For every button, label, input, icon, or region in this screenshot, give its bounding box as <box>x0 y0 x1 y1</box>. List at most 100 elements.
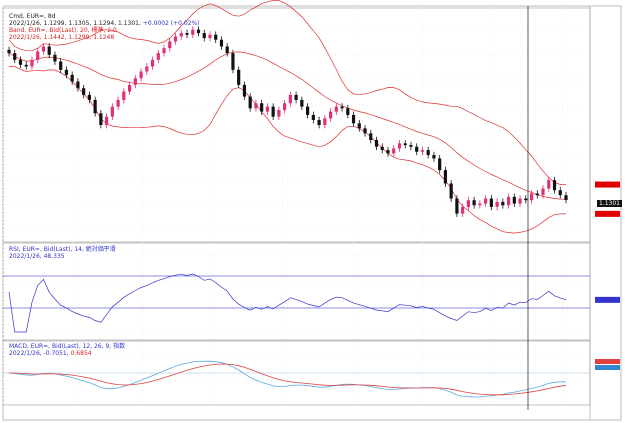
candle-body <box>231 53 235 70</box>
candle-body <box>64 69 69 75</box>
candle-body <box>495 201 499 207</box>
candle-body <box>524 198 528 201</box>
candle-body <box>116 99 120 107</box>
bollinger-upper-tag <box>595 181 620 188</box>
candle-body <box>305 106 310 115</box>
candle-body <box>328 111 333 119</box>
candle-body <box>529 193 534 201</box>
candle-body <box>334 106 338 112</box>
candle-body <box>47 46 51 55</box>
candle-body <box>351 114 356 124</box>
candle-body <box>426 150 430 156</box>
candle-body <box>512 196 516 204</box>
price-tag: 1.1301 <box>597 200 622 207</box>
candle-body <box>506 196 511 206</box>
candle-body <box>214 34 218 40</box>
candle-body <box>202 33 206 39</box>
macd-signal-line <box>8 363 567 396</box>
change-value: +0.0002 (+0.02%) <box>142 20 200 27</box>
rsi-value-tag <box>595 296 620 303</box>
candle-body <box>173 36 178 42</box>
candle-body <box>409 145 413 147</box>
bollinger-values: 2022/1/26, 1.1442, 1.1299, 1.1248 <box>9 34 115 41</box>
candle-body <box>13 53 17 60</box>
candle-body <box>552 180 557 191</box>
candle-body <box>24 64 28 67</box>
candle-body <box>478 203 482 206</box>
candle-body <box>277 109 281 117</box>
candle-body <box>156 53 160 60</box>
header-ohlc: 2022/1/26, 1.1299, 1.1305, 1.1294, 1.130… <box>9 20 200 27</box>
candle-body <box>127 84 132 92</box>
candle-body <box>484 198 488 204</box>
macd-signal-tag <box>595 359 620 364</box>
candle-body <box>196 29 201 34</box>
candle-body <box>271 106 275 117</box>
macd-line <box>8 360 566 398</box>
macd-values: 2022/1/26, -0.7051, 0.6854 <box>9 350 92 357</box>
candle-body <box>438 158 442 171</box>
candle-body <box>53 54 57 62</box>
candle-body <box>133 78 137 85</box>
candle-body <box>380 146 384 151</box>
candle-body <box>346 108 350 115</box>
candle-body <box>30 59 34 67</box>
candle-body <box>541 188 545 196</box>
candle-body <box>369 133 373 141</box>
panel-1 <box>2 242 591 341</box>
candle-body <box>415 146 419 152</box>
macd-title: MACD, EUR=, Bid(Last), 12, 26, 9, 指数 <box>9 343 126 350</box>
candle-body <box>558 190 562 196</box>
candle-body <box>501 201 505 206</box>
candle-body <box>87 94 91 100</box>
candle-body <box>317 119 321 125</box>
bollinger-lower-tag <box>595 210 620 217</box>
candle-body <box>70 74 74 82</box>
candle-body <box>237 69 241 85</box>
candle-body <box>242 84 247 97</box>
candle-body <box>260 103 264 112</box>
candle-body <box>105 116 109 125</box>
candle-body <box>185 33 189 35</box>
candle-body <box>139 71 143 79</box>
candle-body <box>225 46 229 54</box>
candle-body <box>357 123 361 129</box>
candle-body <box>535 193 539 196</box>
candle-body <box>300 99 304 107</box>
candle-body <box>59 61 63 70</box>
candle-body <box>208 34 212 39</box>
candle-body <box>122 91 126 100</box>
candle-body <box>7 49 11 54</box>
candle-body <box>518 198 522 204</box>
bollinger-title: Band, EUR=, Bid(Last), 20, 標準, 2.0 <box>9 27 117 34</box>
candle-body <box>564 195 568 201</box>
candle-body <box>397 143 402 149</box>
candle-body <box>472 200 476 206</box>
candle-body <box>420 150 425 152</box>
candle-body <box>455 198 459 214</box>
macd-signal-value: 0.6854 <box>70 350 92 357</box>
rsi-line <box>8 273 567 333</box>
candle-body <box>461 206 465 214</box>
header-title: Cmd, EUR=, 8d <box>9 13 56 20</box>
candle-body <box>547 180 551 189</box>
candle-body <box>443 170 448 184</box>
macd-value-tag <box>595 365 620 370</box>
candle-body <box>76 81 80 89</box>
candle-body <box>265 106 270 112</box>
candle-body <box>294 94 298 100</box>
bollinger-lower <box>9 66 567 234</box>
candle-body <box>432 155 436 159</box>
candle-body <box>191 29 195 35</box>
candle-body <box>403 143 407 146</box>
candle-body <box>110 106 114 117</box>
candle-body <box>283 103 287 110</box>
bollinger-upper <box>8 0 566 185</box>
candle-body <box>288 94 292 104</box>
candle-body <box>466 200 470 207</box>
candle-body <box>82 88 86 95</box>
candle-body <box>374 140 379 147</box>
panel-0 <box>2 7 591 243</box>
